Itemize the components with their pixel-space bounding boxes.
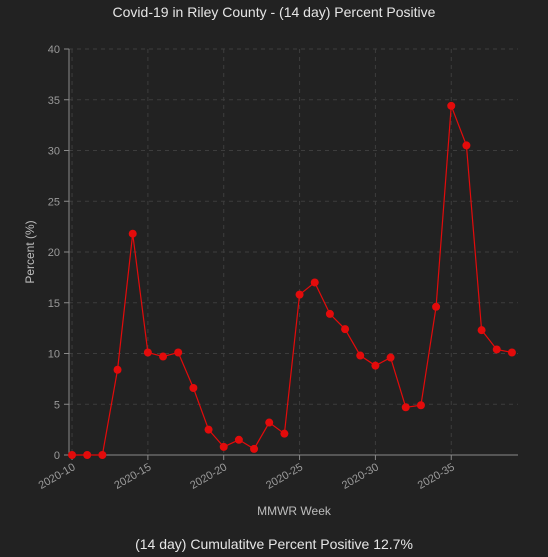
data-point[interactable] bbox=[83, 451, 92, 459]
data-point[interactable] bbox=[462, 141, 471, 150]
x-tick-label: 2020-30 bbox=[340, 461, 381, 492]
data-point[interactable] bbox=[219, 442, 228, 451]
data-point[interactable] bbox=[189, 384, 198, 393]
data-point[interactable] bbox=[68, 451, 77, 459]
y-tick-label: 15 bbox=[48, 298, 60, 310]
x-tick-label: 2020-20 bbox=[188, 461, 229, 492]
data-point[interactable] bbox=[98, 451, 107, 459]
cumulative-percent-positive: (14 day) Cumulatitve Percent Positive 12… bbox=[135, 536, 413, 552]
data-point[interactable] bbox=[174, 348, 183, 357]
data-point[interactable] bbox=[234, 435, 243, 444]
y-tick-label: 20 bbox=[48, 247, 60, 259]
grid-lines bbox=[69, 48, 518, 455]
data-point[interactable] bbox=[416, 401, 425, 410]
data-point[interactable] bbox=[507, 348, 516, 357]
y-tick-label: 25 bbox=[48, 196, 60, 208]
x-tick-label: 2020-15 bbox=[112, 461, 153, 492]
data-point[interactable] bbox=[128, 229, 137, 238]
series-line bbox=[72, 105, 513, 456]
y-tick-label: 5 bbox=[54, 399, 60, 411]
data-point[interactable] bbox=[310, 278, 319, 287]
y-tick-label: 10 bbox=[48, 349, 60, 361]
y-tick-label: 40 bbox=[48, 44, 60, 56]
x-tick-label: 2020-35 bbox=[416, 461, 457, 492]
data-point[interactable] bbox=[341, 325, 350, 334]
chart-title: Covid-19 in Riley County - (14 day) Perc… bbox=[112, 4, 436, 20]
x-tick-label: 2020-25 bbox=[264, 461, 305, 492]
data-point[interactable] bbox=[371, 361, 380, 370]
series-layer bbox=[68, 101, 516, 459]
data-point[interactable] bbox=[492, 345, 501, 354]
axes: 0 5 10 15 20 25 30 35 40 2020-10 2020-15 2020-20 202… bbox=[37, 44, 518, 492]
data-point[interactable] bbox=[432, 302, 441, 311]
y-tick-label: 0 bbox=[54, 450, 60, 462]
data-point[interactable] bbox=[386, 353, 395, 362]
y-tick-label: 35 bbox=[48, 95, 60, 107]
y-tick-label: 30 bbox=[48, 146, 60, 158]
data-point[interactable] bbox=[295, 290, 304, 299]
data-point[interactable] bbox=[447, 101, 456, 110]
data-point[interactable] bbox=[113, 365, 122, 374]
data-point[interactable] bbox=[280, 429, 289, 438]
data-point[interactable] bbox=[250, 444, 259, 453]
data-point[interactable] bbox=[401, 403, 410, 412]
data-point[interactable] bbox=[159, 352, 168, 361]
x-tick-label: 2020-10 bbox=[37, 461, 78, 492]
data-point[interactable] bbox=[143, 348, 152, 357]
data-point[interactable] bbox=[356, 351, 365, 360]
y-axis-title: Percent (%) bbox=[23, 220, 37, 283]
data-point[interactable] bbox=[325, 309, 334, 318]
x-axis-title: MMWR Week bbox=[257, 504, 332, 518]
data-point[interactable] bbox=[265, 418, 274, 427]
data-point[interactable] bbox=[477, 326, 486, 335]
data-point[interactable] bbox=[204, 425, 213, 434]
